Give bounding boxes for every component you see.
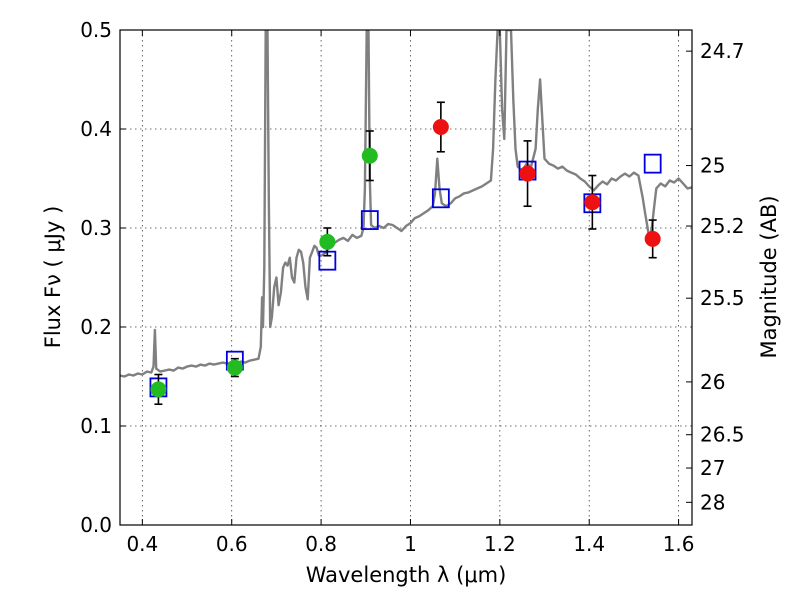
flux-data-point xyxy=(361,147,378,164)
x-tick-labels: 0.4 0.6 0.8 1 1.2 1.4 1.6 xyxy=(126,532,694,556)
model-square-point xyxy=(431,188,450,209)
x-tick-label: 0.8 xyxy=(305,532,337,556)
model-square-point xyxy=(643,153,662,174)
error-bars xyxy=(154,101,657,406)
axis-ticks xyxy=(120,29,692,526)
flux-data-point xyxy=(432,119,449,136)
data-points xyxy=(150,119,661,398)
flux-data-point xyxy=(519,165,536,182)
model-square-point xyxy=(360,210,379,230)
y-tick-labels: 0.0 0.1 0.2 0.3 0.4 0.5 xyxy=(80,18,112,537)
flux-data-point xyxy=(584,194,601,211)
y-tick-label: 0.4 xyxy=(80,117,112,141)
y2-tick-label: 27 xyxy=(700,456,725,480)
x-tick-label: 1.4 xyxy=(573,532,605,556)
y-tick-label: 0.0 xyxy=(80,513,112,537)
y2-tick-label: 28 xyxy=(700,490,725,514)
y2-tick-label: 26 xyxy=(700,370,725,394)
flux-data-point xyxy=(150,381,167,398)
flux-data-point xyxy=(319,233,336,250)
y2-tick-label: 25.2 xyxy=(700,214,745,238)
y-tick-label: 0.5 xyxy=(80,18,112,42)
grid-lines xyxy=(120,29,692,526)
model-squares xyxy=(149,153,662,398)
plot-frame xyxy=(119,29,693,526)
flux-data-point xyxy=(644,230,661,247)
x-tick-label: 1 xyxy=(404,532,417,556)
y2-tick-label: 26.5 xyxy=(700,423,745,447)
y2-tick-labels: 24.7 25 25.2 25.5 26 26.5 27 28 xyxy=(700,39,745,514)
y-tick-label: 0.2 xyxy=(80,315,112,339)
y-tick-label: 0.3 xyxy=(80,216,112,240)
y2-tick-label: 25 xyxy=(700,154,725,178)
x-tick-label: 0.6 xyxy=(216,532,248,556)
x-tick-label: 1.6 xyxy=(663,532,695,556)
y-tick-label: 0.1 xyxy=(80,414,112,438)
spectrum-line xyxy=(120,30,692,378)
x-axis-label: Wavelength λ (μm) xyxy=(306,563,507,587)
flux-data-point xyxy=(226,359,243,376)
y2-tick-label: 25.5 xyxy=(700,286,745,310)
spectrum-layer xyxy=(120,30,692,378)
y2-axis-label: Magnitude (AB) xyxy=(757,195,781,358)
y-axis-label: Flux Fν ( μJy ) xyxy=(41,206,65,349)
y2-tick-label: 24.7 xyxy=(700,39,745,63)
x-tick-label: 1.2 xyxy=(484,532,516,556)
x-tick-label: 0.4 xyxy=(126,532,158,556)
